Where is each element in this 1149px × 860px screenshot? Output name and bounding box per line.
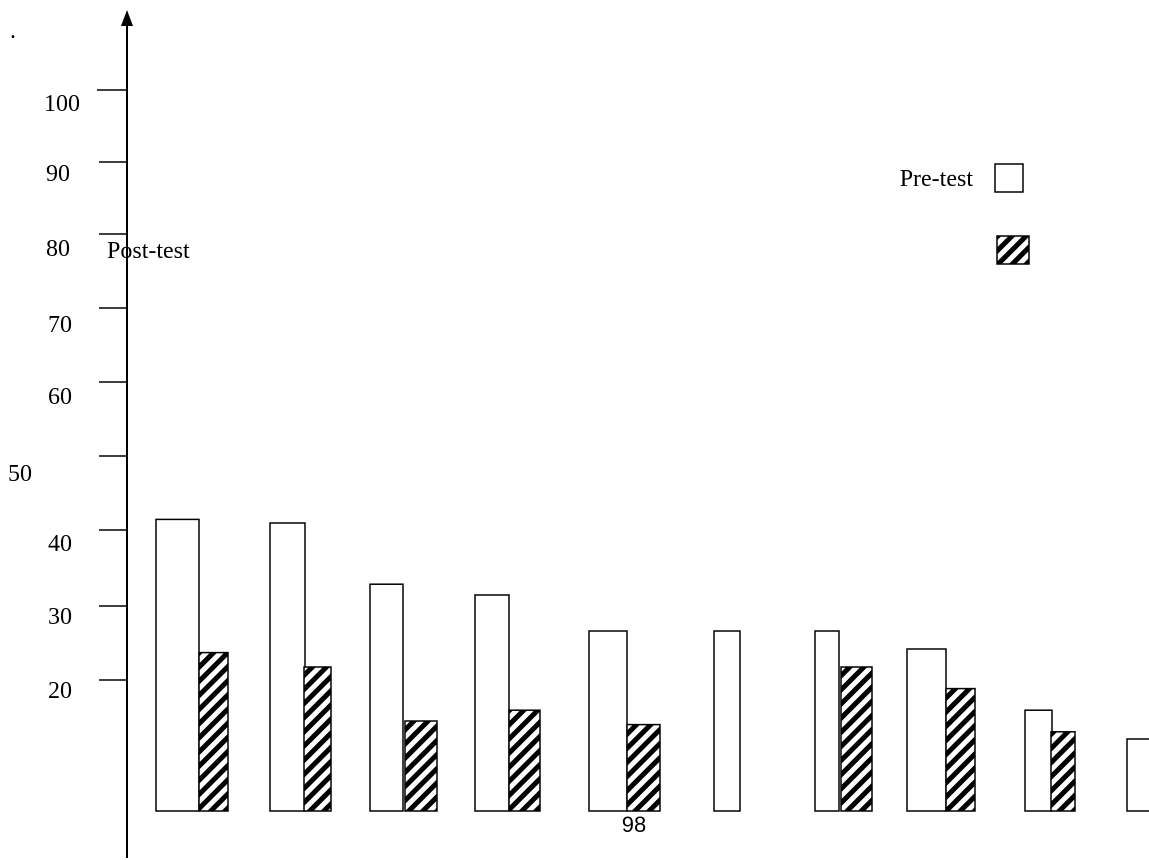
bar-pre-test-4	[474, 594, 510, 812]
corner-mark: .	[10, 18, 16, 44]
legend-label-pre-test: Pre-test	[900, 166, 974, 192]
y-tick-label-30: 30	[48, 604, 72, 630]
y-tick-label-70: 70	[48, 312, 72, 338]
bar-post-test-3	[404, 720, 438, 812]
bar-post-test-2	[303, 666, 332, 812]
y-axis	[121, 10, 133, 858]
bar-pre-test-2	[269, 522, 306, 812]
y-tick-label-50: 50	[8, 461, 32, 487]
bar-post-test-5	[626, 723, 661, 812]
y-tick-label-20: 20	[48, 678, 72, 704]
y-axis-arrowhead	[121, 10, 133, 26]
bar-post-test-4	[508, 709, 541, 812]
y-tick-label-60: 60	[48, 384, 72, 410]
bar-post-test-8	[945, 687, 976, 812]
bar-pre-test-9	[1024, 709, 1053, 812]
bar-pre-test-1	[155, 518, 200, 812]
bar-pre-test-5	[588, 630, 628, 812]
y-tick-group: 100 90 80 70 60 50 40 30 20	[8, 89, 127, 704]
legend-label-post-test: Post-test	[107, 238, 190, 264]
bar-group	[155, 518, 1149, 812]
y-tick-label-40: 40	[48, 531, 72, 557]
bar-pre-test-6	[713, 630, 741, 812]
bar-pre-test-10	[1126, 738, 1149, 812]
y-tick-label-80: 80	[46, 236, 70, 262]
bar-post-test-7	[840, 666, 873, 812]
y-tick-label-100: 100	[44, 91, 80, 117]
bar-pre-test-7	[814, 630, 840, 812]
bar-post-test-9	[1050, 731, 1076, 812]
legend-swatch-post-test	[996, 235, 1030, 265]
legend: Pre-test Post-test	[107, 163, 1030, 265]
page-number: 98	[622, 812, 646, 837]
bar-pre-test-8	[906, 648, 947, 812]
legend-swatch-pre-test	[994, 163, 1024, 193]
y-tick-label-90: 90	[46, 161, 70, 187]
bar-post-test-1	[198, 651, 229, 812]
bar-pre-test-3	[369, 583, 404, 812]
